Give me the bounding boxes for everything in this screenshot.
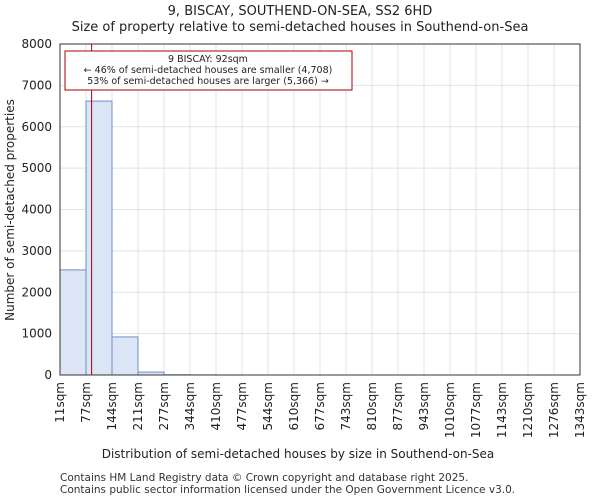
x-tick-label: 943sqm bbox=[417, 382, 431, 430]
footer-licence: Contains public sector information licen… bbox=[60, 484, 516, 496]
x-tick-label: 11sqm bbox=[53, 382, 67, 423]
histogram-bar bbox=[111, 336, 139, 376]
x-tick-label: 1077sqm bbox=[469, 382, 483, 438]
chart-title: 9, BISCAY, SOUTHEND-ON-SEA, SS2 6HD bbox=[167, 4, 433, 19]
y-tick-label: 8000 bbox=[21, 37, 52, 51]
histogram-bar bbox=[85, 100, 113, 376]
x-tick-label: 144sqm bbox=[105, 382, 119, 430]
x-tick-label: 211sqm bbox=[131, 382, 145, 430]
annotation-line-3: 53% of semi-detached houses are larger (… bbox=[87, 76, 329, 87]
x-tick-label: 544sqm bbox=[261, 382, 275, 430]
annotation-line-2: ← 46% of semi-detached houses are smalle… bbox=[84, 65, 333, 76]
histogram-chart: 0 1000 2000 3000 4000 5000 6000 7000 8000 11sqm 7… bbox=[3, 37, 587, 461]
x-tick-label: 410sqm bbox=[209, 382, 223, 430]
x-tick-label: 743sqm bbox=[339, 382, 353, 430]
footer-copyright: Contains HM Land Registry data © Crown c… bbox=[60, 472, 469, 484]
x-tick-label: 1343sqm bbox=[573, 382, 587, 438]
y-tick-label: 4000 bbox=[21, 203, 52, 217]
x-axis-label: Distribution of semi-detached houses by … bbox=[102, 447, 495, 461]
x-tick-label: 677sqm bbox=[313, 382, 327, 430]
y-tick-label: 5000 bbox=[21, 161, 52, 175]
annotation-box: 9 BISCAY: 92sqm ← 46% of semi-detached h… bbox=[64, 50, 353, 91]
annotation-line-1: 9 BISCAY: 92sqm bbox=[168, 54, 248, 65]
x-tick-label: 610sqm bbox=[287, 382, 301, 430]
x-tick-label: 1276sqm bbox=[547, 382, 561, 438]
plot-area-frame bbox=[59, 43, 581, 376]
histogram-bar bbox=[59, 269, 87, 376]
x-tick-label: 877sqm bbox=[391, 382, 405, 430]
chart-subtitle: Size of property relative to semi-detach… bbox=[71, 20, 529, 35]
x-tick-label: 1210sqm bbox=[521, 382, 535, 438]
x-tick-label: 810sqm bbox=[365, 382, 379, 430]
y-tick-label: 0 bbox=[44, 368, 52, 382]
y-tick-label: 3000 bbox=[21, 244, 52, 258]
x-tick-label: 1010sqm bbox=[443, 382, 457, 438]
y-tick-label: 7000 bbox=[21, 78, 52, 92]
y-tick-label: 6000 bbox=[21, 120, 52, 134]
y-tick-label: 2000 bbox=[21, 285, 52, 299]
x-tick-label: 477sqm bbox=[235, 382, 249, 430]
x-tick-label: 344sqm bbox=[183, 382, 197, 430]
x-tick-label: 77sqm bbox=[79, 382, 93, 423]
y-axis-label: Number of semi-detached properties bbox=[3, 99, 17, 321]
x-tick-label: 277sqm bbox=[157, 382, 171, 430]
x-tick-label: 1143sqm bbox=[495, 382, 509, 438]
y-tick-label: 1000 bbox=[21, 327, 52, 341]
